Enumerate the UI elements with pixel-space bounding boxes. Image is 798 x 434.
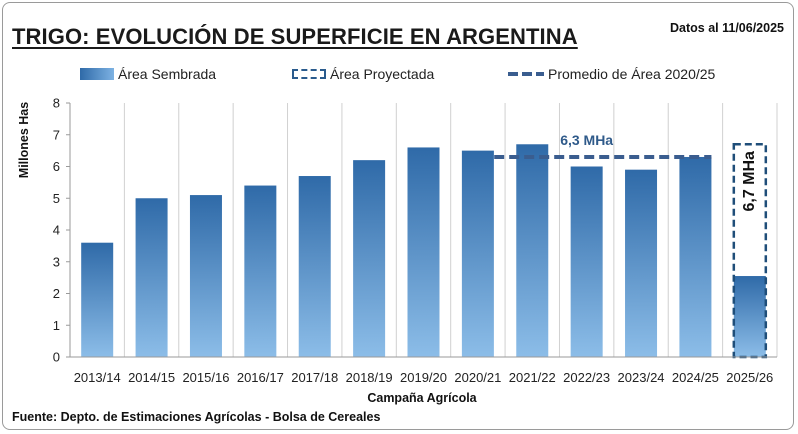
- x-tick-label: 2019/20: [400, 370, 447, 385]
- y-tick-label: 3: [53, 254, 60, 269]
- y-tick-label: 5: [53, 191, 60, 206]
- x-tick-label: 2024/25: [672, 370, 719, 385]
- bar-area-proyectada: [732, 143, 768, 359]
- bar-area-sembrada: [81, 242, 114, 357]
- y-tick-label: 8: [53, 96, 60, 111]
- x-tick-label: 2023/24: [618, 370, 665, 385]
- bar-area-sembrada: [733, 276, 766, 357]
- x-tick-label: 2014/15: [128, 370, 175, 385]
- x-tick-label: 2018/19: [346, 370, 393, 385]
- y-tick-label: 2: [53, 286, 60, 301]
- chart-frame: [2, 2, 794, 430]
- x-tick-label: 2016/17: [237, 370, 284, 385]
- legend-item-average: Promedio de Área 2020/25: [508, 66, 715, 82]
- y-axis-title: Millones Has: [17, 102, 31, 178]
- bar-area-sembrada: [353, 160, 386, 357]
- y-tick-label: 4: [53, 223, 60, 238]
- bar-area-sembrada: [407, 147, 440, 357]
- bar-area-sembrada: [298, 176, 331, 357]
- y-tick-label: 1: [53, 318, 60, 333]
- bar-area-sembrada: [625, 169, 658, 357]
- x-tick-label: 2013/14: [74, 370, 121, 385]
- legend-label-average: Promedio de Área 2020/25: [548, 66, 716, 82]
- legend-label-sown: Área Sembrada: [118, 66, 217, 82]
- average-value-label: 6,3 MHa: [560, 132, 613, 148]
- projected-value-label: 6,7 MHa: [741, 151, 758, 212]
- legend-swatch-sown: [80, 68, 114, 80]
- legend-item-sown: Área Sembrada: [80, 66, 216, 82]
- x-axis-title: Campaña Agrícola: [367, 391, 477, 405]
- bar-area-sembrada: [461, 150, 494, 357]
- x-tick-label: 2015/16: [182, 370, 229, 385]
- legend-swatch-average: [508, 72, 544, 76]
- bar-area-sembrada: [570, 166, 603, 357]
- x-tick-label: 2022/23: [563, 370, 610, 385]
- legend: Área Sembrada Área Proyectada Promedio d…: [0, 66, 798, 86]
- legend-item-projected: Área Proyectada: [292, 66, 434, 82]
- chart-title: TRIGO: EVOLUCIÓN DE SUPERFICIE EN ARGENT…: [12, 24, 578, 49]
- source-note: Fuente: Depto. de Estimaciones Agrícolas…: [12, 410, 381, 424]
- y-tick-label: 7: [53, 127, 60, 142]
- x-tick-label: 2021/22: [509, 370, 556, 385]
- bar-area-sembrada: [679, 156, 712, 357]
- date-note: Datos al 11/06/2025: [670, 21, 784, 35]
- bar-area-sembrada: [189, 195, 222, 357]
- legend-label-projected: Área Proyectada: [330, 66, 435, 82]
- bar-area-sembrada: [135, 198, 168, 357]
- x-tick-label: 2020/21: [454, 370, 501, 385]
- x-tick-label: 2017/18: [291, 370, 338, 385]
- y-tick-label: 0: [53, 350, 60, 365]
- y-tick-label: 6: [53, 159, 60, 174]
- x-tick-label: 2025/26: [726, 370, 773, 385]
- legend-swatch-projected: [292, 69, 326, 79]
- bar-area-sembrada: [516, 144, 549, 357]
- bar-area-sembrada: [244, 185, 277, 357]
